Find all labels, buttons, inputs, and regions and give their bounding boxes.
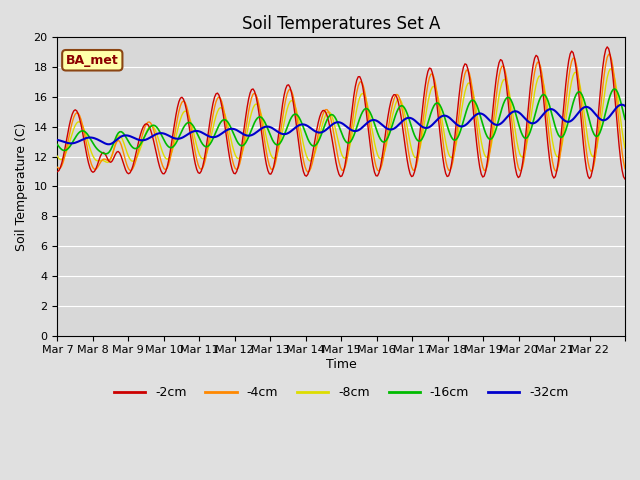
Text: BA_met: BA_met (66, 54, 118, 67)
Legend: -2cm, -4cm, -8cm, -16cm, -32cm: -2cm, -4cm, -8cm, -16cm, -32cm (109, 381, 573, 404)
Y-axis label: Soil Temperature (C): Soil Temperature (C) (15, 122, 28, 251)
X-axis label: Time: Time (326, 358, 356, 371)
Title: Soil Temperatures Set A: Soil Temperatures Set A (242, 15, 440, 33)
